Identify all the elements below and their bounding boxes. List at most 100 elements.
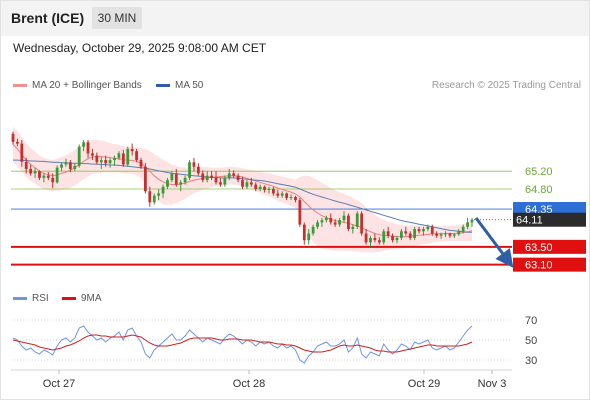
candle-body — [360, 213, 364, 234]
legend-ma20-label: MA 20 + Bollinger Bands — [32, 80, 142, 91]
candle-body — [404, 231, 408, 234]
candle — [24, 157, 28, 174]
candle — [395, 235, 399, 244]
legend-rsi-label: RSI — [32, 293, 49, 304]
candle-body — [338, 220, 341, 225]
candle — [307, 229, 311, 245]
candle — [249, 177, 253, 187]
candle — [227, 168, 231, 181]
candle-body — [20, 143, 24, 162]
candle-body — [267, 189, 271, 190]
candle-body — [196, 166, 200, 174]
candle-body — [29, 168, 33, 174]
candle — [201, 170, 205, 183]
candle-body — [369, 237, 372, 243]
x-tick-label: Nov 3 — [478, 378, 507, 390]
candle-body — [148, 191, 152, 203]
candle-body — [108, 160, 112, 164]
ma50-swatch — [156, 83, 170, 87]
candle-body — [33, 171, 37, 174]
candle — [452, 233, 456, 238]
candle — [33, 167, 37, 178]
candle — [205, 171, 209, 183]
candle — [347, 213, 350, 232]
rsi-ma-swatch — [62, 296, 76, 300]
rsi-line — [12, 325, 473, 364]
rsi-tick-label: 30 — [525, 355, 537, 367]
level-label: 63.50 — [525, 242, 553, 254]
candle-body — [55, 167, 59, 183]
candle-body — [426, 226, 430, 230]
candle — [130, 143, 134, 156]
candle-body — [276, 193, 280, 196]
candle — [64, 158, 68, 167]
candle-body — [183, 177, 187, 183]
candle — [377, 237, 381, 245]
candle — [108, 157, 112, 168]
candle — [68, 160, 72, 173]
candle-body — [232, 173, 236, 176]
candle-body — [201, 173, 205, 181]
candle — [42, 173, 46, 183]
candle-body — [51, 177, 55, 183]
candle-body — [99, 160, 103, 163]
candle-body — [320, 220, 324, 223]
candle-body — [210, 175, 214, 178]
bollinger-band-layer — [13, 126, 472, 253]
candle-body — [188, 162, 191, 178]
candle — [254, 182, 258, 192]
candle-body — [46, 175, 50, 178]
candle — [219, 177, 222, 187]
candle-body — [422, 229, 425, 232]
candle — [170, 171, 174, 183]
candle-body — [307, 233, 311, 241]
level-label: 65.20 — [525, 166, 553, 178]
candle — [258, 184, 262, 192]
candle-body — [11, 133, 15, 142]
candle-body — [249, 182, 253, 185]
candle-body — [16, 141, 19, 144]
candle — [126, 146, 130, 167]
candle-body — [38, 171, 41, 178]
x-axis-layer: Oct 27 Oct 28 Oct 29 Nov 3 — [11, 369, 512, 390]
candle — [148, 186, 152, 207]
candle-body — [91, 153, 94, 156]
candle — [329, 213, 333, 225]
candle — [413, 226, 417, 241]
candle-body — [223, 177, 227, 185]
candle — [466, 217, 469, 230]
candle-body — [333, 222, 337, 225]
candle — [373, 233, 377, 243]
candle — [430, 224, 434, 236]
candle-body — [130, 148, 134, 152]
candle — [461, 224, 465, 234]
candle-body — [117, 153, 121, 158]
candle — [417, 226, 421, 234]
candle-body — [174, 173, 178, 185]
candle — [214, 171, 218, 185]
rsi-tick-label: 50 — [525, 335, 537, 347]
candle — [267, 186, 271, 194]
candle-body — [355, 213, 359, 227]
candle — [179, 180, 183, 192]
candle-body — [347, 215, 350, 230]
candle — [55, 165, 59, 184]
forecast-arrow — [474, 217, 514, 268]
ma20-swatch — [13, 83, 27, 87]
candle — [20, 140, 24, 167]
last-price-tag — [513, 212, 586, 227]
candle-body — [254, 184, 258, 189]
level-label: 64.11 — [516, 215, 543, 227]
candle-body — [435, 233, 439, 236]
timeframe-tab[interactable]: 30 MIN — [92, 7, 142, 29]
candle-body — [152, 195, 156, 203]
candle — [73, 163, 77, 172]
current-price-tag — [513, 202, 586, 217]
candle-body — [121, 153, 125, 165]
candle — [302, 222, 306, 245]
candle — [391, 233, 394, 243]
candle — [448, 232, 452, 238]
candle-body — [77, 146, 81, 166]
candle — [174, 168, 178, 187]
x-tick-label: Oct 27 — [43, 378, 75, 390]
